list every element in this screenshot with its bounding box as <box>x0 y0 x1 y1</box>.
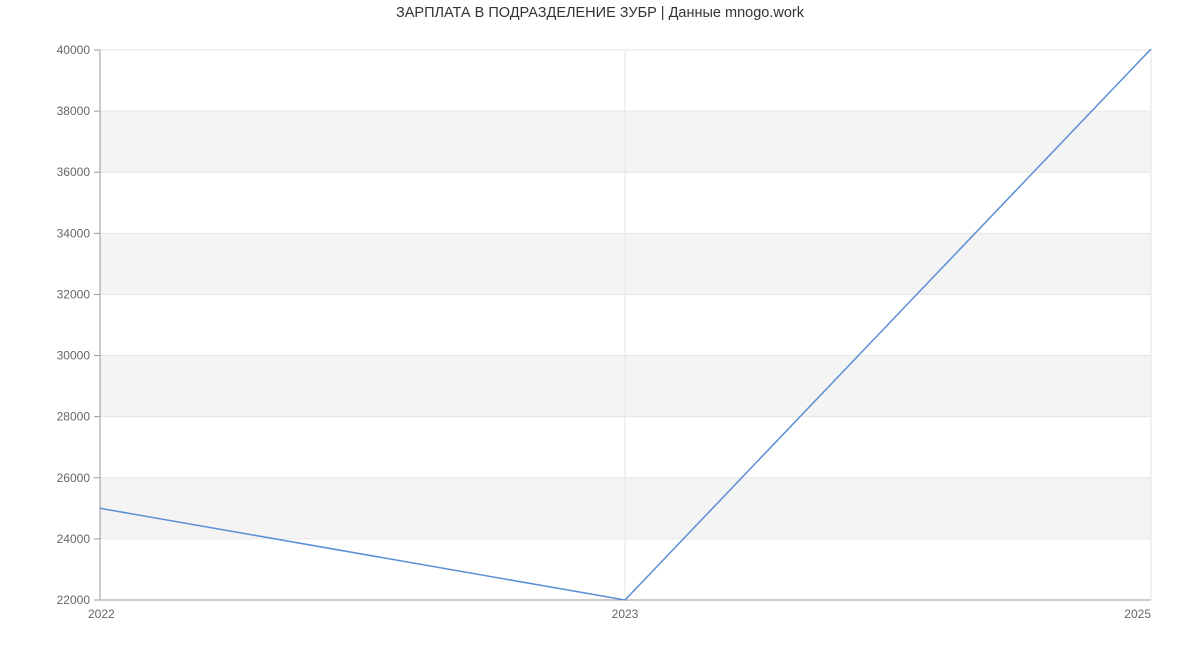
svg-text:40000: 40000 <box>57 43 91 57</box>
svg-text:24000: 24000 <box>57 532 91 546</box>
svg-text:30000: 30000 <box>57 349 91 363</box>
svg-text:2025: 2025 <box>1124 607 1151 621</box>
svg-text:26000: 26000 <box>57 471 91 485</box>
svg-text:34000: 34000 <box>57 226 91 240</box>
svg-text:2022: 2022 <box>88 607 115 621</box>
svg-text:28000: 28000 <box>57 410 91 424</box>
svg-text:2023: 2023 <box>612 607 639 621</box>
svg-text:36000: 36000 <box>57 165 91 179</box>
svg-text:32000: 32000 <box>57 287 91 301</box>
svg-text:22000: 22000 <box>57 593 91 607</box>
svg-text:38000: 38000 <box>57 104 91 118</box>
